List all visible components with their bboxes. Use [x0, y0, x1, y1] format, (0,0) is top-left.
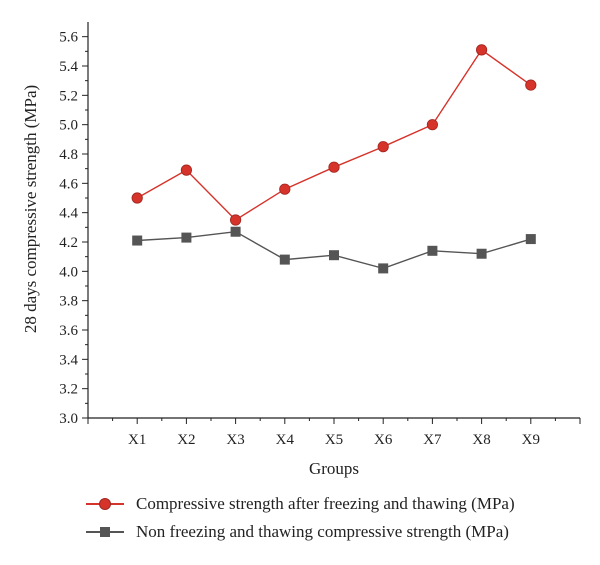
y-tick-label: 4.6	[59, 176, 78, 192]
x-tick-label: X8	[472, 432, 490, 448]
data-point-series-2	[132, 235, 143, 246]
x-tick-label: X4	[276, 432, 295, 448]
y-axis-title: 28 days compressive strength (MPa)	[21, 85, 40, 333]
x-tick-label: X2	[177, 432, 195, 448]
legend-marker-circle-icon	[82, 497, 128, 511]
data-point-series-2	[476, 248, 487, 259]
data-point-series-1	[230, 214, 242, 226]
y-tick-label: 5.0	[59, 118, 78, 134]
x-tick-label: X1	[128, 432, 146, 448]
legend-label-non-freezing: Non freezing and thawing compressive str…	[136, 522, 509, 541]
data-point-series-1	[279, 183, 291, 195]
data-point-series-1	[131, 192, 143, 204]
data-point-series-1	[377, 141, 389, 153]
y-tick-label: 3.8	[59, 294, 78, 310]
data-point-series-2	[427, 245, 438, 256]
data-point-series-2	[230, 226, 241, 237]
y-tick-label: 4.2	[59, 235, 78, 251]
data-point-series-2	[329, 250, 339, 261]
legend: Compressive strength after freezing and …	[82, 490, 515, 546]
y-tick-label: 4.0	[59, 264, 78, 280]
y-tick-label: 3.2	[59, 382, 78, 398]
data-point-series-1	[426, 119, 438, 131]
data-point-series-2	[181, 232, 192, 243]
y-tick-label: 3.4	[59, 352, 78, 368]
line-chart: 3.0 3.2 3.4 3.6 3.8 4.0 4.2 4.4 4.6 4.8 5.0 5.2 5.4 5…	[21, 22, 581, 478]
x-tick-label: X7	[423, 432, 442, 448]
data-point-series-1	[328, 161, 340, 173]
y-tick-label: 4.4	[59, 206, 78, 222]
legend-label-after-freezing: Compressive strength after freezing and …	[136, 494, 515, 513]
x-tick-label: X3	[226, 432, 244, 448]
y-tick-label: 3.0	[59, 411, 78, 427]
series-group	[131, 44, 537, 274]
y-axis-ticks: 3.0 3.2 3.4 3.6 3.8 4.0 4.2 4.4 4.6 4.8 5.0 5.2 5.4 5…	[59, 30, 88, 427]
y-tick-label: 5.6	[59, 30, 78, 46]
y-tick-label: 4.8	[59, 147, 78, 163]
data-point-series-2	[279, 254, 290, 265]
legend-item-after-freezing: Compressive strength after freezing and …	[82, 490, 515, 518]
series-line-1	[136, 48, 532, 221]
series-line-2	[137, 230, 531, 270]
axes	[87, 22, 580, 419]
y-tick-label: 3.6	[59, 323, 78, 339]
legend-marker-square-icon	[82, 525, 128, 539]
x-axis-ticks: X1 X2 X3 X4 X5 X6 X7 X8 X9	[87, 418, 581, 448]
legend-item-non-freezing: Non freezing and thawing compressive str…	[82, 518, 515, 546]
x-tick-label: X5	[325, 432, 343, 448]
x-tick-label: X9	[522, 432, 540, 448]
y-tick-label: 5.4	[59, 59, 78, 75]
data-point-series-2	[378, 263, 389, 274]
data-point-series-1	[525, 79, 537, 91]
data-point-series-2	[525, 234, 536, 245]
data-point-series-1	[475, 44, 488, 56]
x-tick-label: X6	[374, 432, 393, 448]
data-point-series-1	[180, 164, 192, 176]
x-axis-title: Groups	[309, 459, 359, 478]
y-tick-label: 5.2	[59, 88, 78, 104]
